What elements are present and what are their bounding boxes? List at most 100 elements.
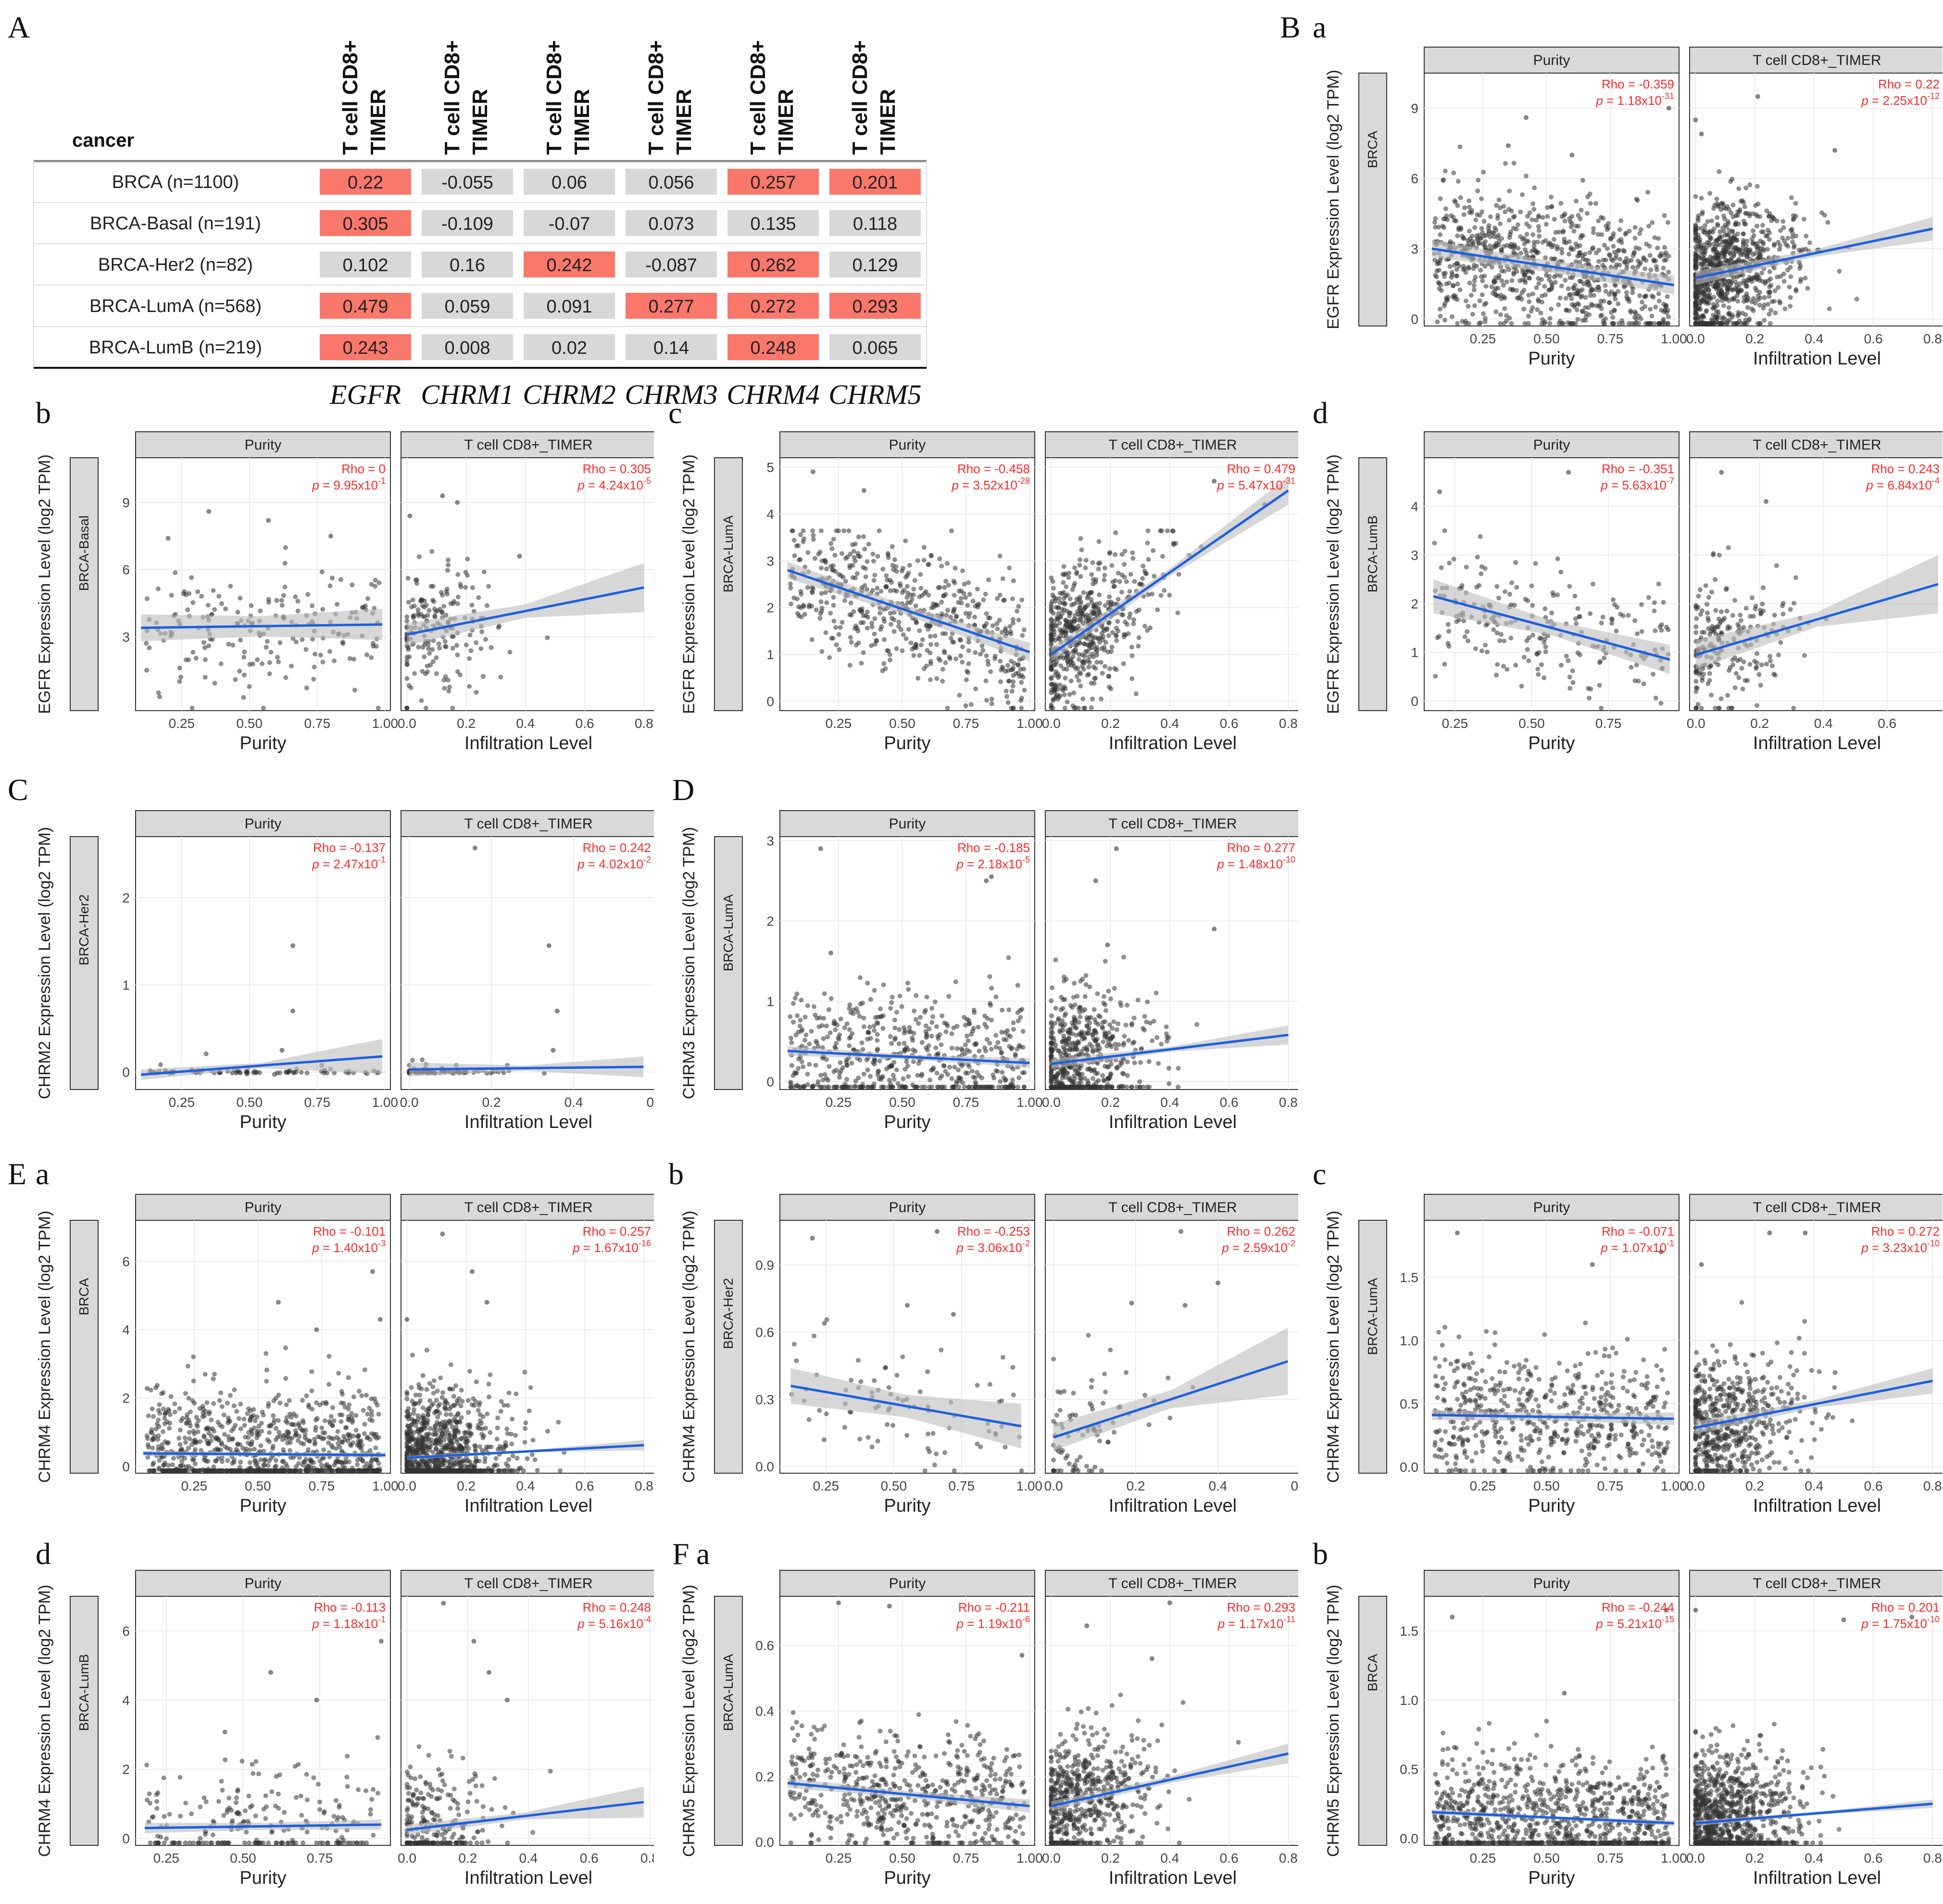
data-point xyxy=(1602,242,1607,248)
data-point xyxy=(1001,666,1006,671)
row-header: cancer xyxy=(72,130,134,151)
data-point xyxy=(1076,657,1081,662)
data-point xyxy=(1438,258,1443,263)
data-point xyxy=(1176,1084,1181,1090)
data-point xyxy=(1729,705,1734,711)
data-point xyxy=(1065,592,1070,598)
data-point xyxy=(1136,643,1141,649)
data-point xyxy=(977,601,982,607)
data-point xyxy=(928,553,934,559)
data-point xyxy=(987,1040,992,1046)
x-tick-label: 0.4 xyxy=(1805,331,1823,346)
data-point xyxy=(1130,556,1136,561)
data-point xyxy=(1493,227,1499,233)
data-point xyxy=(1659,622,1664,627)
data-point xyxy=(420,669,425,674)
data-point xyxy=(975,587,980,592)
data-point xyxy=(1577,260,1582,265)
data-point xyxy=(966,648,971,653)
data-point xyxy=(1559,283,1564,288)
data-point xyxy=(1730,202,1736,208)
data-point xyxy=(1739,665,1744,671)
data-point xyxy=(870,1060,876,1065)
data-point xyxy=(430,659,436,664)
row-strip xyxy=(70,836,99,1090)
data-point xyxy=(1522,273,1527,278)
data-point xyxy=(873,1015,878,1020)
data-point xyxy=(1693,253,1698,258)
data-point xyxy=(443,613,449,618)
data-point xyxy=(1720,225,1725,231)
row-strip-label-group: BRCA-LumA xyxy=(721,515,736,593)
data-point xyxy=(1588,293,1593,298)
data-point xyxy=(1568,225,1574,230)
x-tick-label: 0.25 xyxy=(826,716,852,731)
data-point xyxy=(1536,297,1541,302)
data-point xyxy=(1727,251,1732,256)
data-point xyxy=(1542,606,1548,612)
rho-value: Rho = -0.458 xyxy=(957,462,1030,476)
facet-title: Purity xyxy=(245,816,282,832)
data-point xyxy=(1717,229,1723,235)
data-point xyxy=(904,584,910,589)
data-point xyxy=(1444,281,1449,287)
data-point xyxy=(1130,550,1135,555)
data-point xyxy=(1019,680,1024,685)
heatmap-cell xyxy=(626,210,717,236)
data-point xyxy=(847,663,852,668)
data-point xyxy=(1713,631,1718,637)
data-point xyxy=(1661,265,1666,271)
data-point xyxy=(871,578,877,583)
data-point xyxy=(469,602,475,608)
data-point xyxy=(1049,622,1054,627)
data-point xyxy=(1732,598,1738,603)
data-point xyxy=(934,676,940,681)
data-point xyxy=(861,620,866,625)
data-point xyxy=(798,532,803,538)
column-header-line2: TIMER xyxy=(570,89,594,155)
facet-title: Purity xyxy=(889,437,926,453)
data-point xyxy=(1711,241,1716,247)
data-point xyxy=(1602,655,1607,661)
data-point xyxy=(1788,607,1793,612)
data-point xyxy=(995,596,1000,601)
data-point xyxy=(952,606,957,612)
data-point xyxy=(1478,267,1483,273)
data-point xyxy=(814,607,819,613)
data-point xyxy=(1477,213,1482,218)
data-point xyxy=(410,1058,415,1063)
x-tick-label: 0.4 xyxy=(564,1095,583,1110)
data-point xyxy=(963,595,968,600)
data-point xyxy=(908,1029,914,1034)
data-point xyxy=(241,654,247,660)
data-point xyxy=(944,561,950,566)
data-point xyxy=(917,653,922,658)
data-point xyxy=(266,518,271,523)
data-point xyxy=(1617,248,1622,253)
data-point xyxy=(411,615,416,620)
data-point xyxy=(1437,489,1442,494)
data-point xyxy=(1017,1044,1023,1049)
data-point xyxy=(1790,234,1795,239)
data-point xyxy=(1020,1028,1026,1034)
data-point xyxy=(1518,209,1523,214)
data-point xyxy=(1435,319,1440,325)
data-point xyxy=(444,589,449,594)
data-point xyxy=(1742,295,1747,300)
x-tick-label: 0.2 xyxy=(1101,1095,1120,1110)
data-point xyxy=(868,997,873,1002)
data-point xyxy=(1081,667,1086,672)
data-point xyxy=(946,994,952,999)
data-point xyxy=(1576,302,1581,307)
data-point xyxy=(554,1008,560,1014)
data-point xyxy=(1096,606,1101,611)
scatter-plot-B-a: EGFR Expression Level (log2 TPM) BRCAPuri… xyxy=(1324,47,1943,369)
data-point xyxy=(885,551,890,556)
data-point xyxy=(1713,705,1718,711)
data-point xyxy=(1526,238,1531,244)
data-point xyxy=(1657,321,1662,326)
data-point xyxy=(404,618,410,624)
data-point xyxy=(877,528,882,533)
data-point xyxy=(1642,304,1648,309)
data-point xyxy=(915,558,920,563)
